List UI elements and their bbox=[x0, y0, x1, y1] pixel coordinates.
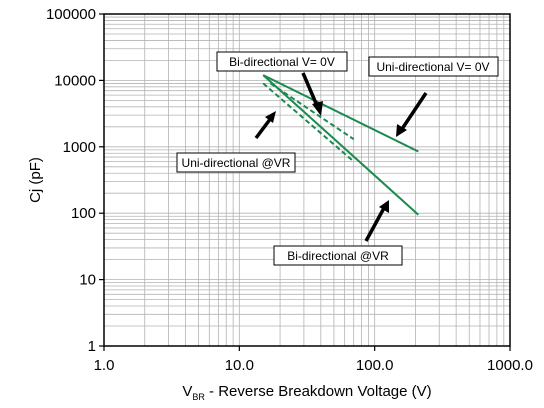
y-tick-label: 1000 bbox=[63, 139, 96, 156]
series-line-3 bbox=[269, 82, 355, 141]
x-axis-label-prefix: V bbox=[182, 383, 192, 400]
annotation-box bbox=[273, 245, 403, 266]
plot-frame bbox=[103, 13, 511, 347]
arrow-bi-vr bbox=[364, 207, 386, 242]
series-lines bbox=[262, 74, 419, 216]
annotation-box bbox=[176, 152, 296, 173]
x-tick-label: 1000.0 bbox=[487, 357, 533, 374]
annotation-box bbox=[216, 51, 348, 72]
annotation-label: Bi-directional V= 0V bbox=[229, 55, 335, 69]
annotation-label: Uni-directional V= 0V bbox=[376, 60, 489, 74]
axis-ticks bbox=[99, 13, 511, 351]
y-tick-labels: 1 10 100 1000 10000 100000 bbox=[46, 6, 96, 355]
arrowhead-uni-v0 bbox=[396, 124, 407, 137]
y-tick-label: 100 bbox=[71, 205, 96, 222]
y-tick-label: 1 bbox=[88, 338, 96, 355]
annotation-bi-vr: Bi-directional @VR bbox=[273, 245, 403, 266]
x-tick-label: 10.0 bbox=[225, 357, 254, 374]
x-axis-label: VBR - Reverse Breakdown Voltage (V) bbox=[182, 383, 431, 402]
series-line-2 bbox=[262, 74, 419, 216]
y-axis-label: Cj (pF) bbox=[27, 157, 44, 203]
series-line-4 bbox=[262, 82, 355, 163]
x-tick-label: 1.0 bbox=[94, 357, 115, 374]
annotation-bi-v0: Bi-directional V= 0V bbox=[216, 51, 348, 72]
arrow-uni-v0 bbox=[400, 92, 428, 130]
x-tick-label: 100.0 bbox=[356, 357, 394, 374]
annotation-label: Bi-directional @VR bbox=[287, 249, 389, 263]
arrowhead-uni-vr bbox=[265, 111, 276, 123]
x-tick-labels: 1.0 10.0 100.0 1000.0 bbox=[94, 357, 533, 374]
y-tick-label: 10000 bbox=[54, 72, 96, 89]
annotation-uni-vr: Uni-directional @VR bbox=[176, 152, 296, 173]
arrowhead-bi-v0 bbox=[312, 101, 323, 116]
series-line-1 bbox=[262, 74, 419, 153]
annotation-box bbox=[368, 56, 499, 77]
annotation-arrows bbox=[254, 72, 428, 242]
annotation-uni-v0: Uni-directional V= 0V bbox=[368, 56, 499, 77]
x-axis-label-suffix: - Reverse Breakdown Voltage (V) bbox=[205, 383, 432, 400]
y-tick-label: 10 bbox=[79, 272, 96, 289]
arrow-uni-vr bbox=[254, 116, 273, 140]
x-axis-label-subscript: BR bbox=[192, 392, 205, 402]
arrowhead-bi-vr bbox=[379, 200, 389, 213]
annotation-arrowheads bbox=[265, 101, 407, 213]
annotation-label: Uni-directional @VR bbox=[182, 156, 291, 170]
arrow-bi-v0 bbox=[301, 72, 320, 109]
y-tick-label: 100000 bbox=[46, 6, 96, 23]
